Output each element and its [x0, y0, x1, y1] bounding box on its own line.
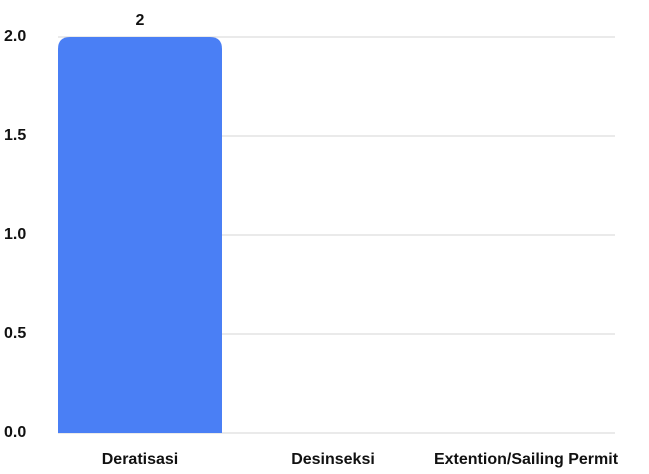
- y-tick-label: 2.0: [4, 28, 26, 45]
- y-tick-label: 0.0: [4, 424, 26, 441]
- x-tick-label: Extention/Sailing Permit: [434, 451, 619, 468]
- x-tick-label: Desinseksi: [291, 451, 375, 468]
- y-tick-label: 1.5: [4, 127, 26, 144]
- data-label: 2: [136, 12, 145, 29]
- y-tick-label: 0.5: [4, 325, 26, 342]
- y-tick-label: 1.0: [4, 226, 26, 243]
- x-tick-label: Deratisasi: [102, 451, 179, 468]
- bar: [58, 37, 222, 433]
